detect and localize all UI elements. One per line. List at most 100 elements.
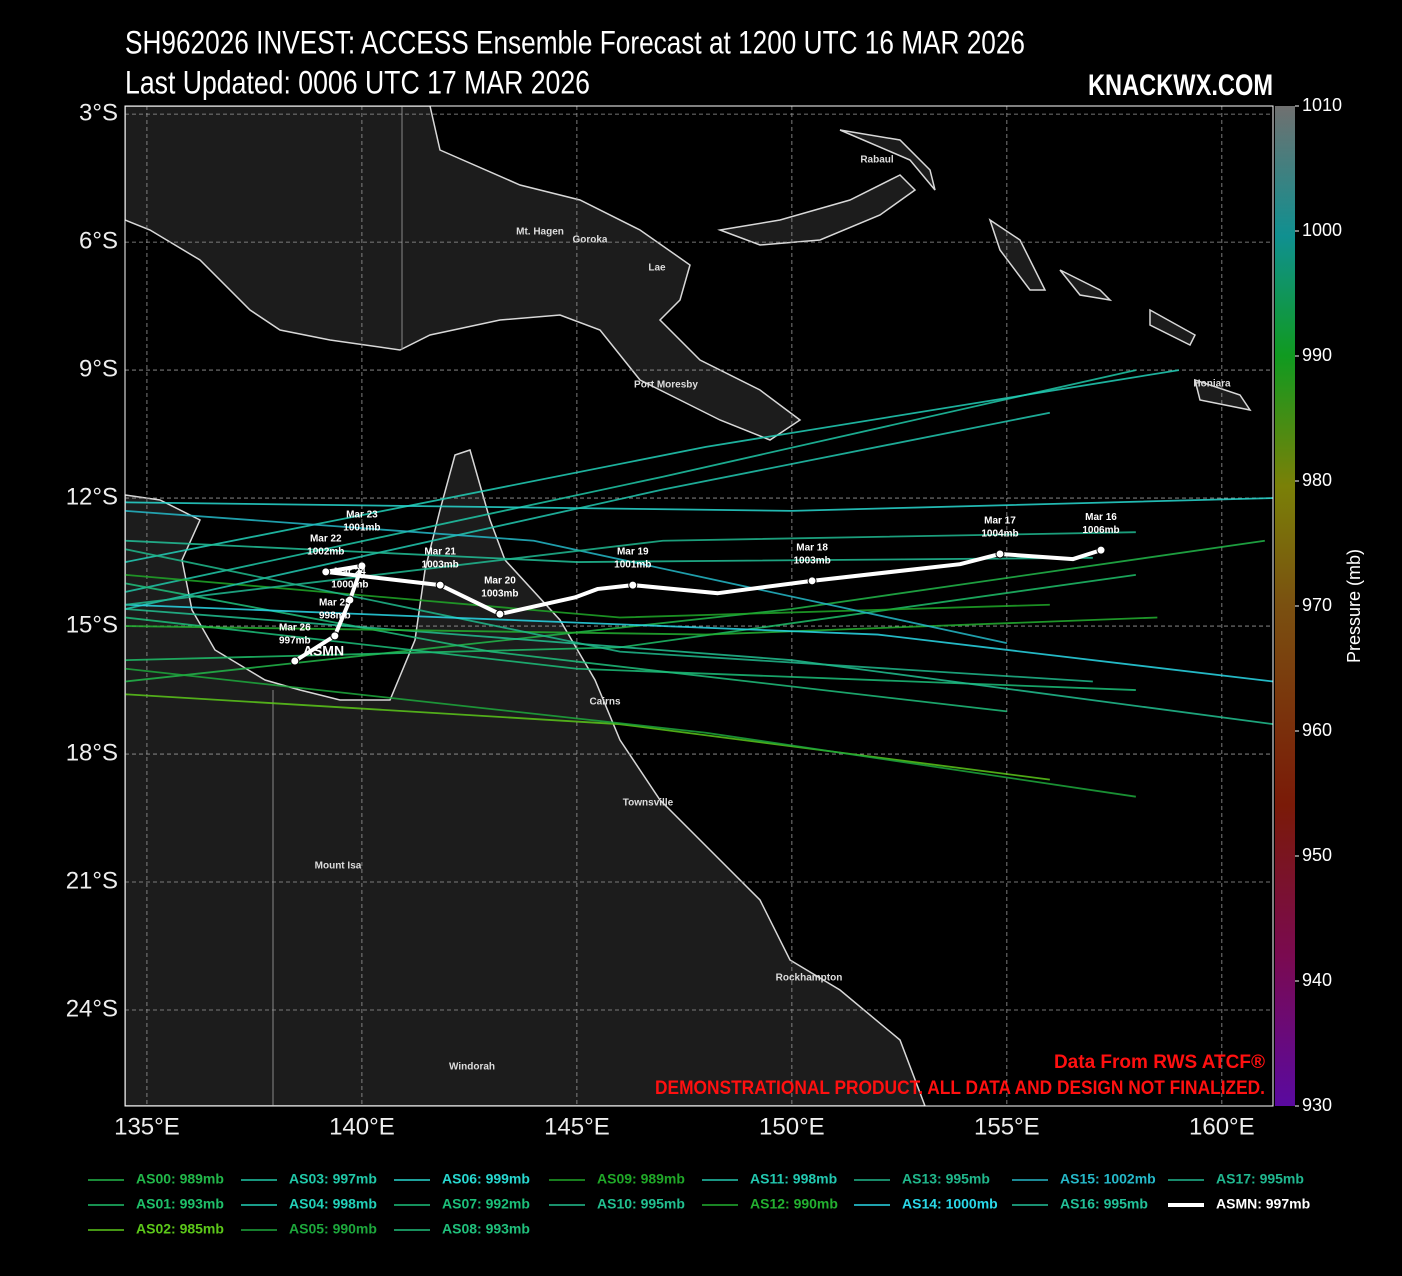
member-track xyxy=(125,497,1273,512)
legend-label: AS03: 997mb xyxy=(289,1171,377,1187)
legend-label: AS01: 993mb xyxy=(136,1196,224,1212)
track-point xyxy=(628,580,638,590)
track-point xyxy=(1096,545,1106,555)
place-label: Windorah xyxy=(449,1062,495,1073)
member-track xyxy=(125,603,1273,683)
place-label: Rockhampton xyxy=(776,973,843,984)
australia xyxy=(125,449,926,1106)
legend-label: AS16: 995mb xyxy=(1060,1196,1148,1212)
member-track xyxy=(125,582,1007,713)
track-date: Mar 17 xyxy=(984,516,1016,527)
legend-label: ASMN: 997mb xyxy=(1216,1196,1310,1212)
member-track xyxy=(125,411,1051,610)
legend-label: AS15: 1002mb xyxy=(1060,1171,1156,1187)
colorbar-tick-label: 940 xyxy=(1302,970,1332,990)
x-tick-label: 155°E xyxy=(974,1113,1040,1140)
member-track xyxy=(125,667,1136,798)
track-pressure: 1003mb xyxy=(793,555,830,566)
member-track xyxy=(125,693,1050,781)
colorbar-label: Pressure (mb) xyxy=(1344,549,1364,663)
place-label: Cairns xyxy=(589,697,621,708)
y-tick-label: 12°S xyxy=(66,483,118,510)
member-track xyxy=(125,539,1265,683)
place-label: Port Moresby xyxy=(634,380,698,391)
colorbar-tick-label: 1010 xyxy=(1302,95,1342,115)
colorbar xyxy=(1275,106,1295,1106)
track-name: ASMN xyxy=(303,643,344,659)
track-date: Mar 20 xyxy=(484,576,516,587)
member-track xyxy=(125,616,1158,636)
place-label: Mt. Hagen xyxy=(516,227,564,238)
new-guinea xyxy=(125,106,802,441)
colorbar-tick-label: 990 xyxy=(1302,345,1332,365)
track-point xyxy=(995,549,1005,559)
annotation: DEMONSTRATIONAL PRODUCT. ALL DATA AND DE… xyxy=(655,1078,1265,1099)
new-britain xyxy=(717,174,917,246)
track-point xyxy=(345,595,355,605)
track-pressure: 1001mb xyxy=(343,523,380,534)
colorbar-tick-label: 930 xyxy=(1302,1095,1332,1115)
map: Mar 16 1006mb Mar 17 1004mb Mar 18 1003mb Mar … xyxy=(125,106,1273,1106)
solomon-islands xyxy=(1059,269,1252,412)
y-tick-label: 9°S xyxy=(79,355,118,382)
border xyxy=(272,106,403,1106)
y-tick-label: 15°S xyxy=(66,611,118,638)
track-pressure: 1004mb xyxy=(981,529,1018,540)
legend-label: AS17: 995mb xyxy=(1216,1171,1304,1187)
track-date: Mar 18 xyxy=(796,542,828,553)
legend-label: AS12: 990mb xyxy=(750,1196,838,1212)
track-date: Mar 25 xyxy=(319,598,351,609)
x-tick-label: 160°E xyxy=(1189,1113,1255,1140)
legend-label: AS06: 999mb xyxy=(442,1171,530,1187)
x-tick-label: 135°E xyxy=(114,1113,180,1140)
legend-label: AS13: 995mb xyxy=(902,1171,990,1187)
track-pressure: 1003mb xyxy=(422,560,459,571)
track-pressure: 1002mb xyxy=(307,547,344,558)
colorbar-tick-label: 1000 xyxy=(1302,220,1342,240)
member-track xyxy=(125,608,1273,726)
track-pressure: 1006mb xyxy=(1082,525,1119,536)
track-date: Mar 24 xyxy=(334,567,366,578)
track-date: Mar 26 xyxy=(279,623,311,634)
member-track xyxy=(125,573,1050,619)
legend-label: AS02: 985mb xyxy=(136,1221,224,1237)
brand: KNACKWX.COM xyxy=(1088,69,1273,102)
bougainville xyxy=(988,218,1047,291)
member-track xyxy=(125,548,1093,683)
legend-label: AS11: 998mb xyxy=(750,1171,837,1187)
legend-label: AS14: 1000mb xyxy=(902,1196,998,1212)
y-tick-label: 21°S xyxy=(66,867,118,894)
track-date: Mar 22 xyxy=(310,534,342,545)
legend-label: AS09: 989mb xyxy=(597,1171,685,1187)
track-point xyxy=(290,656,300,666)
x-tick-label: 150°E xyxy=(759,1113,825,1140)
place-label: Lae xyxy=(648,263,666,274)
legend-label: AS08: 993mb xyxy=(442,1221,530,1237)
legend-label: AS07: 992mb xyxy=(442,1196,530,1212)
legend-label: AS00: 989mb xyxy=(136,1171,224,1187)
member-track xyxy=(125,539,1093,563)
place-label: Honiara xyxy=(1193,379,1231,390)
place-label: Townsville xyxy=(623,798,674,809)
track-date: Mar 16 xyxy=(1085,512,1117,523)
colorbar-tick-label: 970 xyxy=(1302,595,1332,615)
x-tick-label: 140°E xyxy=(329,1113,395,1140)
member-track xyxy=(125,509,1008,644)
x-tick-label: 145°E xyxy=(544,1113,610,1140)
track-pressure: 998mb xyxy=(319,611,351,622)
colorbar-tick-label: 960 xyxy=(1302,720,1332,740)
y-tick-label: 24°S xyxy=(66,995,118,1022)
title: SH962026 INVEST: ACCESS Ensemble Forecas… xyxy=(125,24,1025,60)
track-pressure: 1000mb xyxy=(331,580,368,591)
legend-label: AS05: 990mb xyxy=(289,1221,377,1237)
colorbar-tick-label: 950 xyxy=(1302,845,1332,865)
mean-track xyxy=(293,548,1102,663)
y-tick-label: 18°S xyxy=(66,739,118,766)
annotation: Data From RWS ATCF® xyxy=(1054,1052,1265,1073)
track-date: Mar 21 xyxy=(424,547,456,558)
member-track xyxy=(125,531,1136,606)
new-ireland xyxy=(839,129,936,191)
track-point xyxy=(435,580,445,590)
colorbar-tick-label: 980 xyxy=(1302,470,1332,490)
